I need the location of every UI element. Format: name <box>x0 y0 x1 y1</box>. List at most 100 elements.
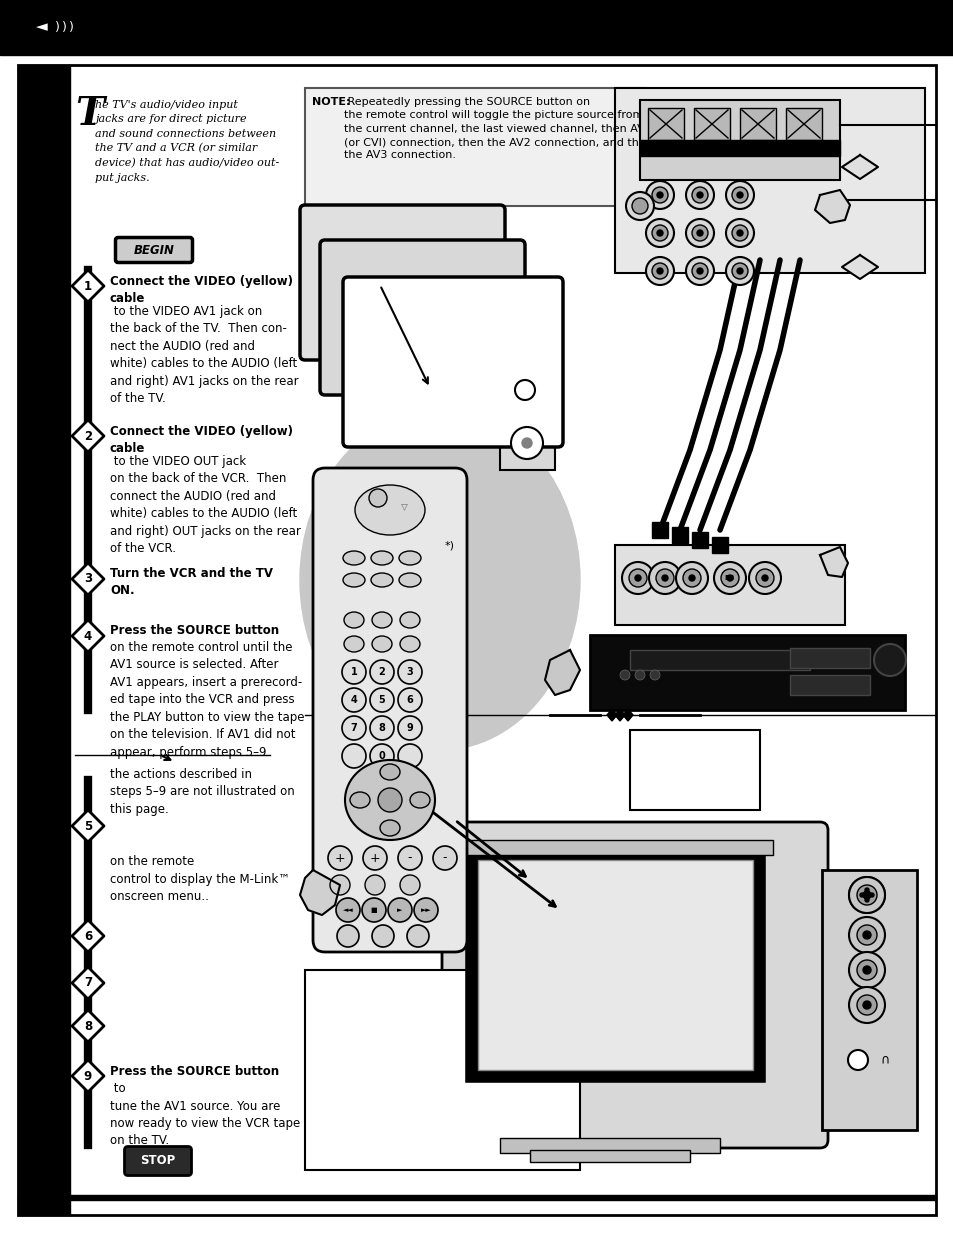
FancyBboxPatch shape <box>125 1146 192 1176</box>
Circle shape <box>657 268 662 274</box>
Text: 4: 4 <box>351 695 357 705</box>
Ellipse shape <box>345 760 435 840</box>
Text: Connect the VIDEO (yellow)
cable: Connect the VIDEO (yellow) cable <box>110 275 293 305</box>
Text: 2: 2 <box>84 430 92 442</box>
Circle shape <box>414 898 437 923</box>
Circle shape <box>399 876 419 895</box>
Circle shape <box>397 688 421 713</box>
Circle shape <box>873 643 905 676</box>
Text: 2: 2 <box>378 667 385 677</box>
Polygon shape <box>544 650 579 695</box>
Text: ■: ■ <box>371 906 377 913</box>
Text: ◄◄: ◄◄ <box>342 906 353 913</box>
Bar <box>0 0 953 56</box>
Bar <box>468 850 762 1079</box>
Circle shape <box>657 191 662 198</box>
Circle shape <box>635 671 644 680</box>
Circle shape <box>862 966 870 974</box>
Text: 9: 9 <box>406 722 413 734</box>
Circle shape <box>737 268 742 274</box>
Text: 7: 7 <box>351 722 357 734</box>
Circle shape <box>365 876 385 895</box>
Circle shape <box>407 925 429 947</box>
Circle shape <box>726 576 732 580</box>
Text: 1: 1 <box>351 667 357 677</box>
Ellipse shape <box>344 636 364 652</box>
Circle shape <box>341 688 366 713</box>
Circle shape <box>370 688 394 713</box>
Circle shape <box>748 562 781 594</box>
Polygon shape <box>71 1060 104 1092</box>
Ellipse shape <box>398 551 420 564</box>
Circle shape <box>645 182 673 209</box>
Ellipse shape <box>379 764 399 781</box>
Text: ◄: ◄ <box>36 20 48 35</box>
Text: 3: 3 <box>406 667 413 677</box>
Text: ►: ► <box>396 906 402 913</box>
Circle shape <box>619 671 629 680</box>
Text: +: + <box>370 851 380 864</box>
Circle shape <box>651 186 667 203</box>
Circle shape <box>645 257 673 285</box>
Circle shape <box>856 885 876 905</box>
Circle shape <box>737 191 742 198</box>
Circle shape <box>341 743 366 768</box>
Text: on the remote control until the
AV1 source is selected. After
AV1 appears, inser: on the remote control until the AV1 sour… <box>110 641 304 760</box>
Circle shape <box>685 219 713 247</box>
Text: ): ) <box>55 21 60 33</box>
Circle shape <box>397 716 421 740</box>
Text: 7: 7 <box>84 977 92 989</box>
Circle shape <box>377 788 401 811</box>
Text: 4: 4 <box>84 630 92 642</box>
Circle shape <box>341 716 366 740</box>
Bar <box>691 532 707 548</box>
Circle shape <box>341 659 366 684</box>
Text: 0: 0 <box>378 751 385 761</box>
Circle shape <box>691 225 707 241</box>
Text: +: + <box>335 851 345 864</box>
Circle shape <box>697 230 702 236</box>
Circle shape <box>685 257 713 285</box>
Text: -: - <box>407 851 412 864</box>
Circle shape <box>848 877 884 913</box>
Circle shape <box>676 562 707 594</box>
FancyBboxPatch shape <box>319 240 524 395</box>
Text: Press the SOURCE button: Press the SOURCE button <box>110 624 279 637</box>
Polygon shape <box>820 547 847 577</box>
Text: to the VIDEO AV1 jack on
the back of the TV.  Then con-
nect the AUDIO (red and
: to the VIDEO AV1 jack on the back of the… <box>110 305 298 405</box>
Circle shape <box>848 918 884 953</box>
Text: to
tune the AV1 source. You are
now ready to view the VCR tape
on the TV.: to tune the AV1 source. You are now read… <box>110 1082 300 1147</box>
Text: he TV's audio/video input
jacks are for direct picture
and sound connections bet: he TV's audio/video input jacks are for … <box>95 100 279 183</box>
Circle shape <box>656 569 673 587</box>
Circle shape <box>328 846 352 869</box>
Bar <box>639 100 840 180</box>
Text: ∩: ∩ <box>879 1053 888 1067</box>
Circle shape <box>369 489 387 508</box>
Text: 6: 6 <box>406 695 413 705</box>
Text: 6: 6 <box>84 930 92 942</box>
Bar <box>671 527 687 543</box>
Circle shape <box>848 877 884 913</box>
Ellipse shape <box>372 613 392 629</box>
Text: 8: 8 <box>84 1020 92 1032</box>
Circle shape <box>511 427 542 459</box>
Circle shape <box>731 263 747 279</box>
Circle shape <box>651 263 667 279</box>
Polygon shape <box>71 810 104 842</box>
Circle shape <box>862 1002 870 1009</box>
Bar <box>305 88 644 206</box>
Text: BEGIN: BEGIN <box>133 243 174 257</box>
Circle shape <box>661 576 667 580</box>
Circle shape <box>645 219 673 247</box>
Circle shape <box>397 846 421 869</box>
Circle shape <box>720 569 739 587</box>
Bar <box>821 869 916 1130</box>
Circle shape <box>648 562 680 594</box>
Bar <box>305 969 579 1170</box>
Bar <box>789 648 869 668</box>
Text: STOP: STOP <box>140 1155 175 1167</box>
Bar <box>639 140 840 156</box>
Circle shape <box>370 716 394 740</box>
Polygon shape <box>71 967 104 999</box>
Bar <box>18 1195 935 1200</box>
